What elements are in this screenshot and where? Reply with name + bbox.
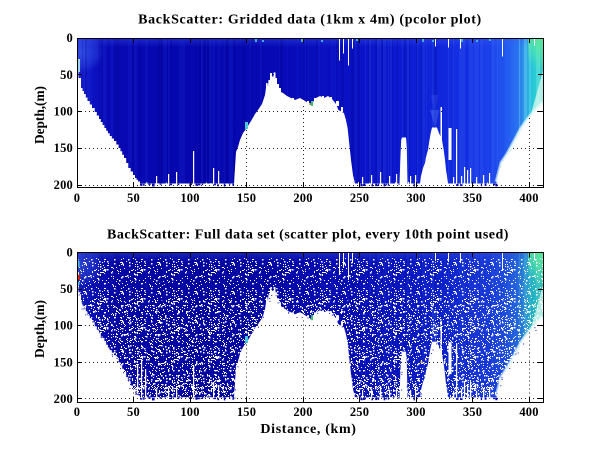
svg-text:200: 200 xyxy=(293,191,312,205)
svg-text:0: 0 xyxy=(67,246,73,260)
svg-text:150: 150 xyxy=(54,141,73,155)
svg-text:300: 300 xyxy=(406,405,425,419)
svg-text:0: 0 xyxy=(67,31,73,45)
svg-text:200: 200 xyxy=(54,392,73,406)
svg-text:50: 50 xyxy=(60,282,73,296)
svg-text:100: 100 xyxy=(180,191,199,205)
svg-text:50: 50 xyxy=(127,191,140,205)
svg-text:BackScatter: Gridded data (1km: BackScatter: Gridded data (1km x 4m) (pc… xyxy=(138,13,482,28)
svg-text:BackScatter: Full data set (sc: BackScatter: Full data set (scatter plot… xyxy=(107,228,509,243)
svg-text:100: 100 xyxy=(54,319,73,333)
svg-text:200: 200 xyxy=(293,405,312,419)
svg-text:Distance, (km): Distance, (km) xyxy=(260,422,356,437)
svg-text:Depth,(m): Depth,(m) xyxy=(32,86,47,144)
svg-text:150: 150 xyxy=(237,191,256,205)
svg-text:150: 150 xyxy=(54,355,73,369)
svg-text:100: 100 xyxy=(180,405,199,419)
svg-text:250: 250 xyxy=(350,405,369,419)
svg-text:50: 50 xyxy=(60,68,73,82)
svg-text:0: 0 xyxy=(74,191,80,205)
svg-text:50: 50 xyxy=(127,405,140,419)
svg-text:350: 350 xyxy=(463,191,482,205)
svg-text:Depth,(m): Depth,(m) xyxy=(32,300,47,358)
svg-text:250: 250 xyxy=(350,191,369,205)
svg-text:100: 100 xyxy=(54,105,73,119)
svg-text:350: 350 xyxy=(463,405,482,419)
svg-text:200: 200 xyxy=(54,178,73,192)
svg-text:300: 300 xyxy=(406,191,425,205)
svg-text:150: 150 xyxy=(237,405,256,419)
svg-text:400: 400 xyxy=(519,405,538,419)
svg-text:400: 400 xyxy=(519,191,538,205)
svg-text:0: 0 xyxy=(74,405,80,419)
